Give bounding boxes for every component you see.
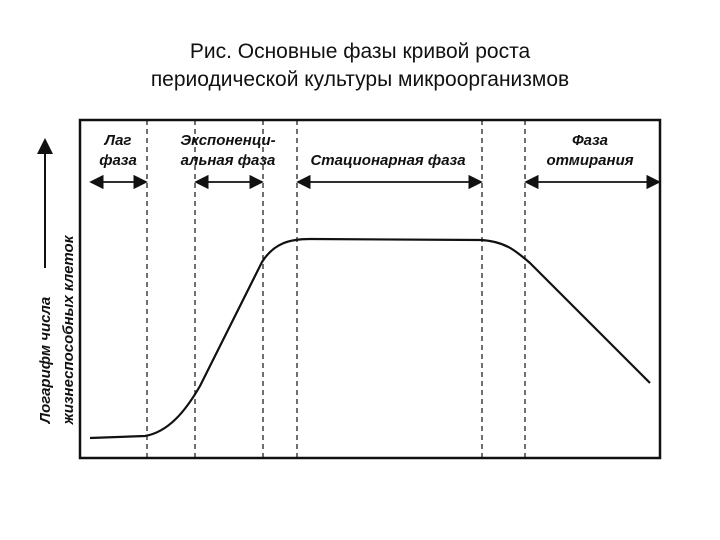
y-axis-label: Логарифм числа xyxy=(37,297,54,424)
phase-label: Лаг xyxy=(104,132,132,149)
phase-label: Стационарная фаза xyxy=(310,152,465,169)
phase-label: отмирания xyxy=(546,152,633,169)
title-line: периодической культуры микроорганизмов xyxy=(151,68,569,91)
phase-label: Фаза xyxy=(572,132,608,149)
phase-dividers xyxy=(146,120,526,458)
phase-label: Экспоненци- xyxy=(180,132,275,149)
title-line: Рис. Основные фазы кривой роста xyxy=(190,40,531,63)
phase-label: фаза xyxy=(99,152,137,169)
frame xyxy=(78,118,662,460)
y-axis-label: жизнеспособных клеток xyxy=(60,234,77,425)
phase-label: альная фаза xyxy=(181,152,276,169)
growth-curve xyxy=(89,237,651,440)
